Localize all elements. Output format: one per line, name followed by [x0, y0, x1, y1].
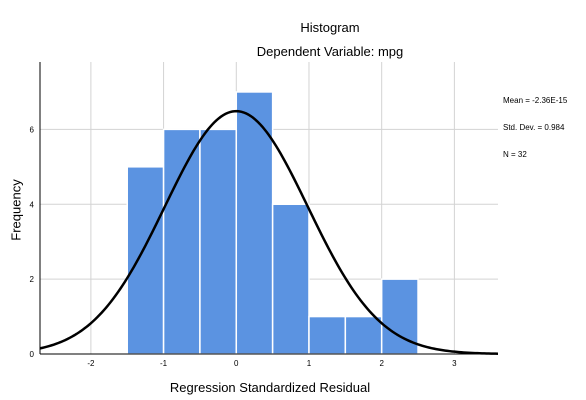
stats-box: Mean = -2.36E-15 Std. Dev. = 0.984 N = 3…	[503, 78, 567, 168]
y-tick-label: 2	[30, 275, 35, 284]
x-axis-label: Regression Standardized Residual	[169, 380, 371, 395]
y-tick-label: 4	[30, 200, 35, 209]
histogram-bar	[271, 203, 310, 355]
x-tick-label: -2	[87, 359, 95, 368]
stat-n: N = 32	[503, 150, 527, 159]
x-tick-label: 3	[452, 359, 457, 368]
histogram-bar	[126, 166, 165, 355]
chart-subtitle: Dependent Variable: mpg	[256, 44, 404, 59]
stat-std-dev: Std. Dev. = 0.984	[503, 123, 565, 132]
histogram-bar	[162, 128, 201, 355]
x-tick-label: 1	[307, 359, 312, 368]
histogram-bar	[308, 315, 347, 355]
x-tick-label: -1	[160, 359, 168, 368]
chart-title: Histogram	[300, 20, 360, 35]
y-tick-label: 6	[30, 125, 35, 134]
y-tick-label: 0	[30, 350, 35, 359]
x-tick-label: 2	[379, 359, 384, 368]
y-axis-label: Frequency	[8, 179, 24, 241]
histogram-bar	[199, 128, 238, 355]
histogram-bar	[344, 315, 383, 355]
x-tick-label: 0	[234, 359, 239, 368]
stat-mean: Mean = -2.36E-15	[503, 96, 568, 105]
normal-curve	[39, 109, 499, 355]
